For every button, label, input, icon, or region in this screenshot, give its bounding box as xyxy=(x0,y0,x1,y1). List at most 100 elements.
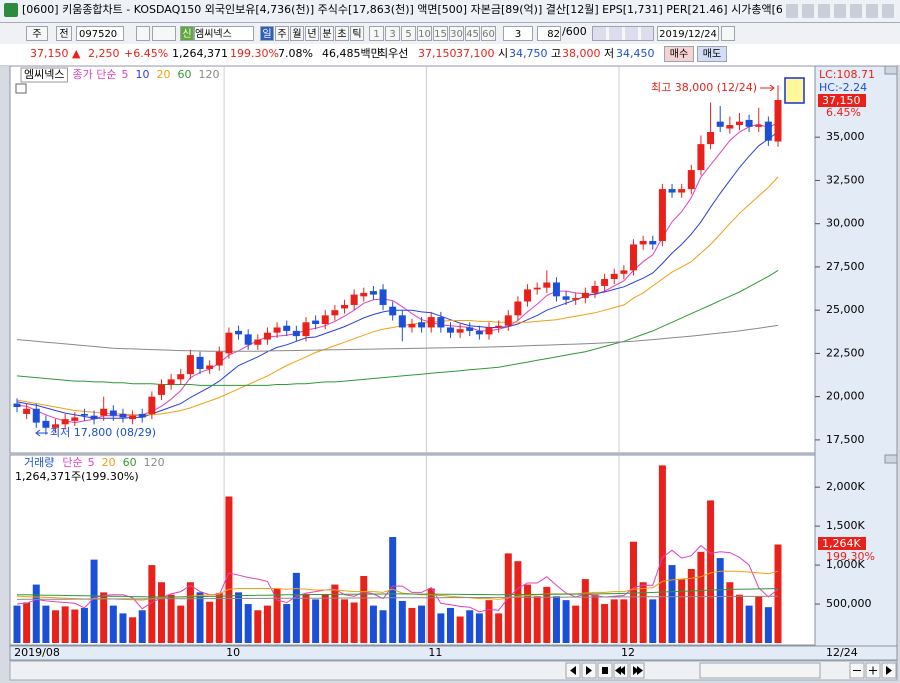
candle-body xyxy=(360,292,368,297)
window-title: [0600] 키움종합차트 - KOSDAQ150 외국인보유[4,736(천)… xyxy=(22,3,782,16)
nav-button[interactable] xyxy=(152,26,176,41)
volume-bar xyxy=(350,602,358,643)
candle-body xyxy=(225,332,233,354)
volume-bar xyxy=(167,594,175,643)
new-badge[interactable]: 신 xyxy=(180,26,194,41)
volume-bar xyxy=(341,599,349,643)
ma-line xyxy=(16,595,778,600)
volume-bar xyxy=(456,616,464,643)
y-tick-label: 1,500K xyxy=(826,519,865,532)
minute-button[interactable]: 1 xyxy=(369,26,384,41)
minute-button[interactable]: 60 xyxy=(481,26,496,41)
unit-button[interactable]: 초 xyxy=(335,26,349,41)
volume-bar xyxy=(524,584,532,643)
volume-bar xyxy=(13,605,21,643)
tool-icons[interactable] xyxy=(592,26,654,41)
sell-button[interactable]: 매도 xyxy=(697,46,727,62)
minute-button[interactable]: 5 xyxy=(401,26,416,41)
candle-body xyxy=(630,244,638,271)
volume-bar xyxy=(369,605,377,643)
code-input[interactable]: 097520 xyxy=(76,26,124,41)
volume-bar xyxy=(678,579,686,643)
volume-bar xyxy=(389,537,397,643)
calendar-button[interactable] xyxy=(721,26,735,41)
volume-bar xyxy=(138,610,146,643)
buy-button[interactable]: 매수 xyxy=(664,46,694,62)
unit-button[interactable]: 월 xyxy=(290,26,304,41)
ma-line xyxy=(16,324,779,352)
candle-body xyxy=(52,424,60,428)
candle-body xyxy=(119,413,127,418)
candle-body xyxy=(61,419,69,425)
date-input[interactable]: 2019/12/24 xyxy=(657,26,719,41)
legend-box xyxy=(20,67,68,83)
y-tick-label: 2,000K xyxy=(826,480,865,493)
stock-name[interactable]: 엠씨넥스 xyxy=(194,26,254,41)
x-end-label: 12/24 xyxy=(826,646,858,659)
candle-body xyxy=(418,322,426,328)
volume-bar xyxy=(331,584,339,643)
prev-button[interactable]: 전 xyxy=(56,26,72,41)
volume-bar xyxy=(485,600,493,643)
volume-bar xyxy=(215,593,223,643)
x-tick-label: 10 xyxy=(226,646,240,659)
candle-body xyxy=(668,189,676,193)
quote-open: 34,750 xyxy=(509,47,548,60)
volume-bar xyxy=(235,592,243,643)
minute-button[interactable]: 3 xyxy=(385,26,400,41)
y-tick-label: 35,000 xyxy=(826,130,865,143)
legend-entry: 5 xyxy=(121,68,128,81)
volume-bar xyxy=(774,544,782,643)
candle-body xyxy=(109,410,117,416)
tick-count[interactable]: 3 xyxy=(503,26,533,41)
candle-body xyxy=(71,417,79,421)
legend-entry: 120 xyxy=(198,68,219,81)
unit-button[interactable]: 주 xyxy=(275,26,289,41)
volume-bar xyxy=(32,584,40,643)
volume-bar xyxy=(148,565,156,643)
unit-button[interactable]: 일 xyxy=(260,26,274,41)
panel-button[interactable] xyxy=(884,65,898,75)
window-controls[interactable] xyxy=(786,4,896,18)
quote-turnover: 7.08% xyxy=(278,47,313,60)
data-count[interactable]: 82 xyxy=(537,26,561,41)
price-box xyxy=(818,94,866,107)
y-tick-label: 500,000 xyxy=(826,597,872,610)
unit-button[interactable]: 년 xyxy=(305,26,319,41)
volume-bar xyxy=(283,604,291,643)
period-select[interactable]: 주 xyxy=(26,26,48,41)
volume-bar xyxy=(552,596,560,643)
ma-line xyxy=(16,588,779,598)
search-button[interactable] xyxy=(136,26,150,41)
low-arrow xyxy=(35,429,48,437)
highlight-box xyxy=(784,77,805,104)
zoom-tools[interactable] xyxy=(699,662,821,679)
minute-button[interactable]: 10 xyxy=(417,26,432,41)
unit-button[interactable]: 틱 xyxy=(350,26,364,41)
candle-body xyxy=(581,292,589,299)
volume-bar xyxy=(610,599,618,643)
panel-button[interactable] xyxy=(884,454,898,464)
grid-icon[interactable] xyxy=(15,83,27,94)
volume-bar xyxy=(292,572,300,643)
candle-body xyxy=(244,334,252,345)
minute-button[interactable]: 45 xyxy=(465,26,480,41)
high-annotation: 최고 38,000 (12/24) xyxy=(651,81,757,94)
volume-bar xyxy=(427,588,435,643)
minute-button[interactable]: 30 xyxy=(449,26,464,41)
legend-entry: 10 xyxy=(135,68,149,81)
minute-button[interactable]: 15 xyxy=(433,26,448,41)
quote-price: 37,150 ▲ xyxy=(30,47,81,60)
scroll-bar xyxy=(9,660,898,681)
candle-body xyxy=(341,304,349,309)
candle-body xyxy=(186,355,194,375)
y-tick-label: 1,000K xyxy=(826,558,865,571)
volume-bar xyxy=(716,558,724,643)
quote-low-label: 저 xyxy=(604,47,615,60)
volume-bar xyxy=(668,565,676,643)
ma-line xyxy=(16,544,779,613)
legend-entry: 120 xyxy=(144,456,165,469)
unit-button[interactable]: 분 xyxy=(320,26,334,41)
